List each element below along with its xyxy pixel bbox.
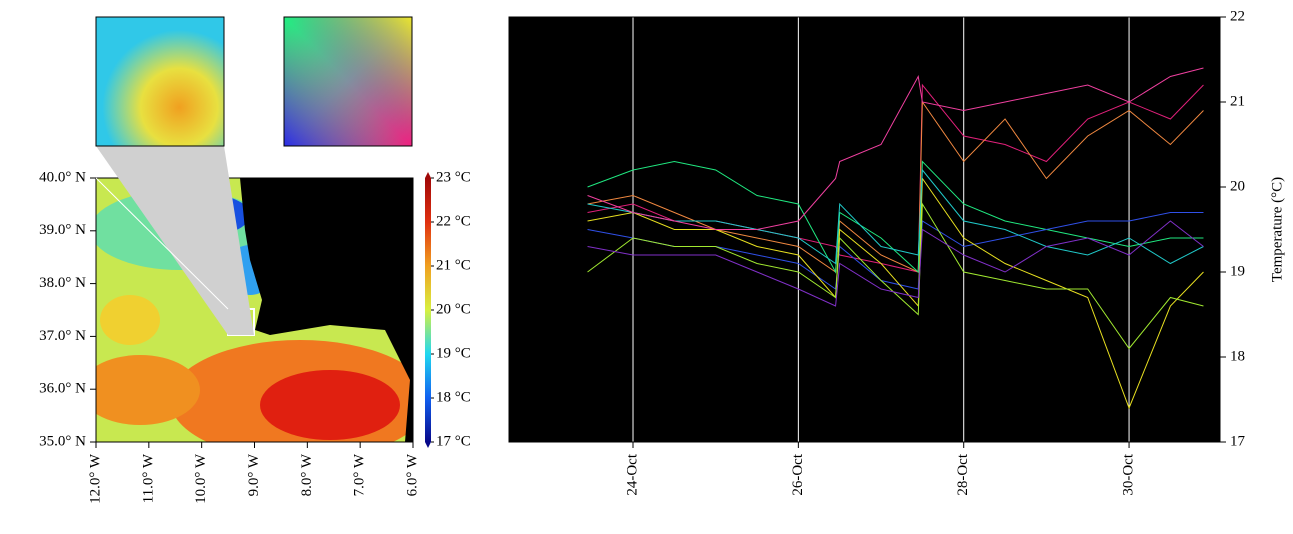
zoom-line	[95, 177, 229, 310]
x-tick-label: 6.0° W	[404, 453, 420, 496]
x-tick-label: 12.0° W	[87, 453, 103, 504]
y-tick-label: 35.0° N	[39, 433, 86, 449]
x-tick-label: 24-Oct	[624, 453, 640, 495]
x-tick-label: 10.0° W	[193, 453, 209, 504]
colorbar-tick-label: 19 °C	[436, 345, 471, 361]
series-line	[587, 220, 1204, 307]
y-tick-label: 36.0° N	[39, 381, 86, 397]
y-axis-label: Temperature (°C)	[1269, 177, 1285, 282]
x-tick-label: 30-Oct	[1120, 453, 1136, 495]
series-line	[587, 176, 1204, 410]
colorbar-arrow-bottom	[425, 442, 431, 448]
x-tick-label: 28-Oct	[955, 453, 971, 495]
x-tick-label: 11.0° W	[140, 453, 156, 503]
x-tick-label: 9.0° W	[246, 453, 262, 496]
x-tick-label: 8.0° W	[299, 453, 315, 496]
y-tick-label: 39.0° N	[39, 222, 86, 238]
colorbar-tick-label: 22 °C	[436, 213, 471, 229]
y-tick-label: 40.0° N	[39, 169, 86, 185]
y-tick-label: 18	[1230, 348, 1245, 364]
y-tick-label: 17	[1230, 433, 1246, 449]
colorbar-tick-label: 18 °C	[436, 389, 471, 405]
y-tick-label: 19	[1230, 263, 1245, 279]
series-line	[587, 100, 1204, 273]
x-tick-label: 7.0° W	[352, 453, 368, 496]
zoom-wedge	[96, 146, 254, 335]
colorbar-tick-label: 20 °C	[436, 301, 471, 317]
y-tick-label: 21	[1230, 93, 1245, 109]
plot-frame	[508, 16, 1221, 443]
map-image	[96, 178, 413, 442]
colorbar-arrow-top	[425, 172, 431, 178]
y-tick-label: 37.0° N	[39, 328, 86, 344]
colorbar-tick-label: 21 °C	[436, 257, 471, 273]
inset-palette-overlay	[283, 16, 413, 147]
y-tick-label: 20	[1230, 178, 1245, 194]
y-tick-label: 22	[1230, 8, 1245, 24]
inset-zoom	[95, 16, 225, 147]
x-tick-label: 26-Oct	[790, 453, 806, 495]
colorbar	[425, 178, 431, 442]
series-line	[587, 168, 1204, 265]
colorbar-tick-label: 17 °C	[436, 433, 471, 449]
series-line	[587, 160, 1204, 274]
series-line	[587, 202, 1204, 350]
colorbar-tick-label: 23 °C	[436, 169, 471, 185]
y-tick-label: 38.0° N	[39, 275, 86, 291]
lines	[587, 67, 1204, 410]
series-line	[587, 67, 1204, 230]
